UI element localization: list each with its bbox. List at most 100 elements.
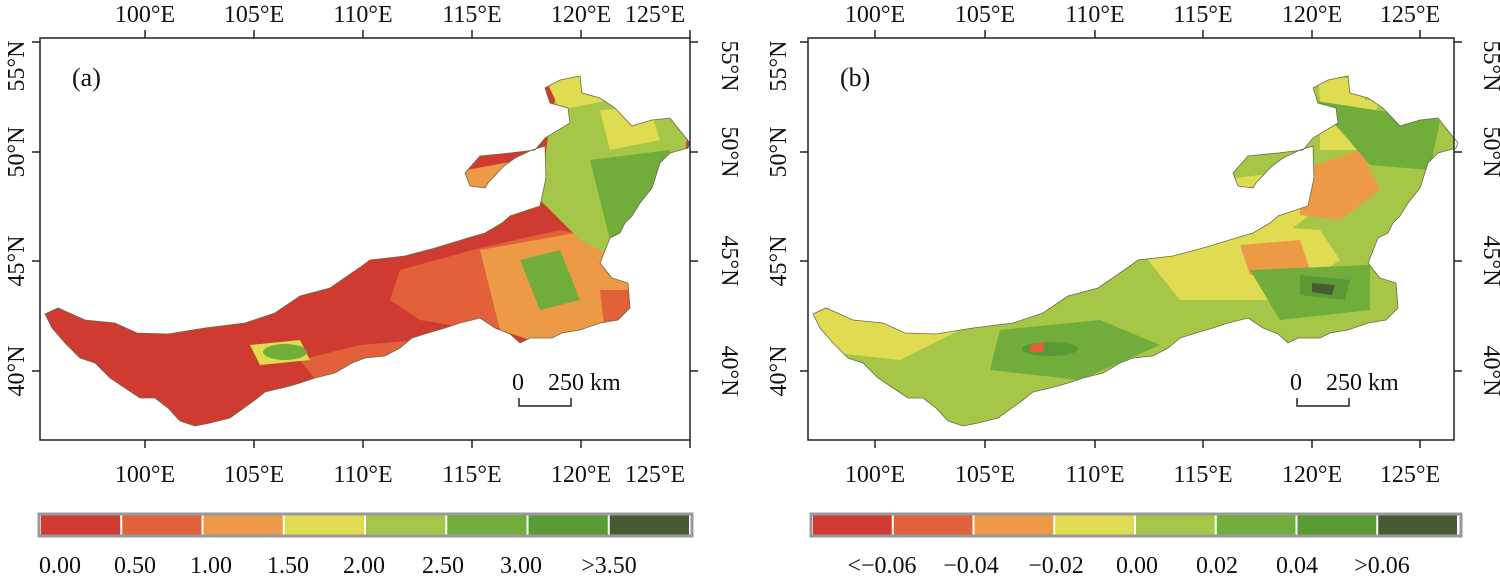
lon-tick-label: 105°E	[224, 2, 284, 28]
legend-labels-b: <−0.06 −0.04 −0.02 0.00 0.02 0.04 >0.06	[847, 553, 1409, 579]
legend-swatch	[1216, 515, 1296, 535]
lat-tick-label: 50°N	[1478, 127, 1500, 178]
lon-tick-label: 110°E	[1065, 462, 1124, 488]
lon-labels-top-a: 100°E 105°E 110°E 115°E 120°E 125°E	[115, 2, 685, 28]
scale-bar-b: 0 250 km	[1290, 370, 1399, 407]
lat-tick-label: 45°N	[716, 236, 742, 287]
lat-tick-label: 55°N	[766, 41, 792, 92]
lat-tick-label: 50°N	[766, 127, 792, 178]
legend-label: <−0.06	[847, 553, 916, 579]
legend-label: 2.50	[422, 553, 464, 579]
legend-label: 0.00	[1116, 553, 1158, 579]
lat-tick-label: 45°N	[766, 236, 792, 287]
legend-frame	[809, 512, 1463, 538]
lat-tick-label: 55°N	[716, 41, 742, 92]
scale-distance: 250 km	[548, 370, 621, 396]
legend-swatch	[1378, 515, 1457, 535]
lon-labels-bottom-a: 100°E 105°E 110°E 115°E 120°E 125°E	[115, 462, 685, 488]
panel-label-a: (a)	[72, 63, 101, 92]
legend-label: 2.00	[343, 553, 385, 579]
lon-tick-label: 120°E	[1282, 462, 1342, 488]
legend-swatch	[1055, 515, 1134, 535]
lon-tick-label: 120°E	[551, 462, 611, 488]
legend-label: 0.02	[1196, 553, 1238, 579]
lat-tick-label: 40°N	[4, 346, 30, 397]
legend-swatch	[893, 515, 973, 535]
legend-frame	[37, 512, 694, 538]
lat-tick-label: 45°N	[4, 236, 30, 287]
frame-a	[39, 37, 691, 441]
legend-label: 0.00	[39, 553, 81, 579]
legend-label: >0.06	[1354, 553, 1410, 579]
legend-swatch	[609, 515, 689, 535]
panel-a: 100°E 105°E 110°E 115°E 120°E 125°E 100°…	[4, 2, 742, 579]
lon-tick-label: 115°E	[1173, 2, 1232, 28]
scale-distance: 250 km	[1326, 370, 1399, 396]
legend-swatch	[1297, 515, 1377, 535]
legend-label: 0.50	[114, 553, 156, 579]
lat-tick-label: 45°N	[1478, 236, 1500, 287]
lon-tick-label: 105°E	[224, 462, 284, 488]
lat-tick-label: 50°N	[716, 127, 742, 178]
lon-tick-label: 125°E	[625, 462, 685, 488]
lon-tick-label: 100°E	[845, 462, 905, 488]
lon-tick-label: 125°E	[625, 2, 685, 28]
legend-label: 1.50	[267, 553, 309, 579]
legend-b	[809, 512, 1463, 538]
legend-swatch	[528, 515, 608, 535]
lat-tick-label: 40°N	[1478, 346, 1500, 397]
lon-tick-label: 120°E	[551, 2, 611, 28]
legend-label: 3.00	[500, 553, 542, 579]
panel-label-b: (b)	[840, 63, 870, 92]
legend-swatch	[284, 515, 364, 535]
frame-b	[807, 37, 1455, 441]
lon-labels-top-b: 100°E 105°E 110°E 115°E 120°E 125°E	[845, 2, 1440, 28]
lon-tick-label: 100°E	[115, 2, 175, 28]
legend-a	[37, 512, 694, 538]
lon-tick-label: 125°E	[1380, 462, 1440, 488]
legend-label: 0.04	[1276, 553, 1318, 579]
lat-labels-left-a: 55°N 50°N 45°N 40°N	[4, 41, 30, 397]
lat-tick-label: 50°N	[4, 127, 30, 178]
lat-tick-label: 55°N	[1478, 41, 1500, 92]
legend-label: >3.50	[581, 553, 637, 579]
legend-swatch	[122, 515, 202, 535]
legend-swatch	[203, 515, 283, 535]
lon-labels-bottom-b: 100°E 105°E 110°E 115°E 120°E 125°E	[845, 462, 1440, 488]
lon-tick-label: 100°E	[845, 2, 905, 28]
lat-labels-left-b: 55°N 50°N 45°N 40°N	[766, 41, 792, 397]
lon-tick-label: 100°E	[115, 462, 175, 488]
lon-tick-label: 110°E	[1065, 2, 1124, 28]
ticks-a	[32, 30, 698, 448]
legend-swatch	[41, 515, 121, 535]
lat-tick-label: 55°N	[4, 41, 30, 92]
legend-swatch	[974, 515, 1054, 535]
legend-swatch	[447, 515, 527, 535]
lon-tick-label: 110°E	[333, 462, 392, 488]
scale-zero: 0	[512, 370, 524, 396]
scale-bar-a: 0 250 km	[512, 370, 621, 407]
legend-labels-a: 0.00 0.50 1.00 1.50 2.00 2.50 3.00 >3.50	[39, 553, 637, 579]
legend-swatch	[1136, 515, 1215, 535]
ticks-b	[800, 30, 1462, 448]
lat-labels-right-a: 55°N 50°N 45°N 40°N	[716, 41, 742, 397]
lon-tick-label: 120°E	[1282, 2, 1342, 28]
lon-tick-label: 110°E	[333, 2, 392, 28]
lon-tick-label: 105°E	[955, 462, 1015, 488]
legend-label: −0.02	[1028, 553, 1084, 579]
panel-b: 100°E 105°E 110°E 115°E 120°E 125°E 100°…	[766, 2, 1500, 579]
scale-zero: 0	[1290, 370, 1302, 396]
lon-tick-label: 125°E	[1380, 2, 1440, 28]
lat-tick-label: 40°N	[716, 346, 742, 397]
legend-swatch	[813, 515, 892, 535]
lon-tick-label: 115°E	[442, 2, 501, 28]
legend-label: 1.00	[190, 553, 232, 579]
legend-label: −0.04	[943, 553, 999, 579]
lon-tick-label: 105°E	[955, 2, 1015, 28]
lat-tick-label: 40°N	[766, 346, 792, 397]
lat-labels-right-b: 55°N 50°N 45°N 40°N	[1478, 41, 1500, 397]
legend-swatch	[366, 515, 446, 535]
lon-tick-label: 115°E	[442, 462, 501, 488]
lon-tick-label: 115°E	[1173, 462, 1232, 488]
